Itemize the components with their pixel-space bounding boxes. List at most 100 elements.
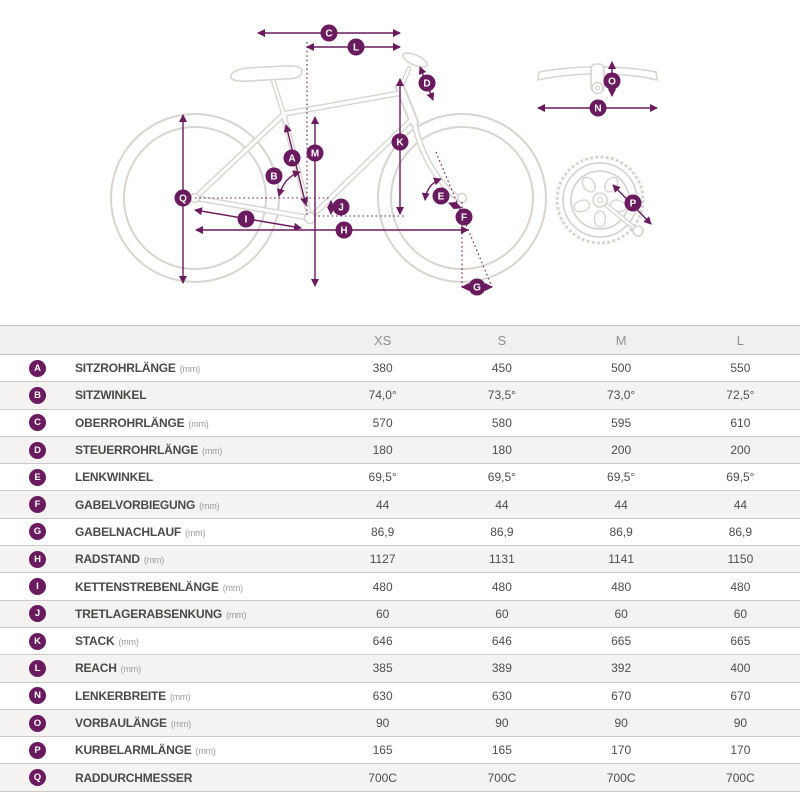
svg-text:F: F	[461, 213, 467, 224]
table-row: B SITZWINKEL 74,0° 73,5° 73,0° 72,5°	[0, 382, 800, 410]
table-row: D STEUERROHRLÄNGE (mm) 180 180 200 200	[0, 436, 800, 465]
row-value: 595	[611, 415, 632, 430]
row-value: 86,9	[609, 524, 633, 539]
svg-text:P: P	[630, 199, 637, 210]
table-row: F GABELVORBIEGUNG (mm) 44 44 44 44	[0, 491, 800, 519]
svg-text:C: C	[325, 29, 332, 40]
row-badge: I	[29, 578, 46, 596]
svg-text:D: D	[423, 79, 430, 90]
row-value: 170	[730, 743, 751, 758]
row-value: 165	[372, 743, 393, 758]
row-value: 400	[730, 661, 751, 676]
row-label: REACH	[75, 661, 117, 676]
row-label: RADDURCHMESSER	[75, 770, 193, 785]
svg-text:I: I	[245, 215, 248, 226]
row-value: 670	[611, 688, 632, 703]
row-label: TRETLAGERABSENKUNG	[75, 606, 223, 621]
row-badge: D	[29, 441, 46, 459]
row-value: 74,0°	[368, 388, 397, 403]
row-value: 73,5°	[487, 388, 516, 403]
row-label: STACK	[75, 634, 115, 649]
svg-text:K: K	[396, 138, 404, 149]
table-body: A SITZROHRLÄNGE (mm) 380 450 500 550 B SI…	[0, 355, 800, 792]
row-badge: J	[29, 605, 46, 623]
measure-arc-e	[421, 177, 442, 201]
row-unit: (mm)	[169, 691, 191, 702]
row-value: 700C	[606, 770, 636, 785]
row-value: 86,9	[728, 524, 753, 539]
row-unit: (mm)	[195, 746, 216, 757]
row-badge: G	[29, 523, 46, 541]
diagram-badge-i: I	[237, 210, 255, 228]
svg-text:B: B	[270, 172, 277, 183]
crank-spindle	[592, 192, 608, 208]
row-badge: O	[29, 714, 46, 732]
diagram-badge-k: K	[391, 133, 409, 151]
row-unit: (mm)	[170, 719, 192, 729]
row-value: 1141	[608, 552, 635, 567]
row-value: 180	[372, 443, 393, 458]
column-header-m: M	[615, 332, 627, 348]
row-value: 380	[372, 361, 393, 376]
measure-line-f	[448, 201, 462, 210]
row-unit: (mm)	[179, 364, 200, 375]
row-value: 1127	[369, 552, 396, 567]
row-value: 90	[495, 716, 509, 730]
svg-text:O: O	[608, 77, 616, 88]
row-value: 570	[372, 415, 393, 430]
table-row: J TRETLAGERABSENKUNG (mm) 60 60 60 60	[0, 600, 800, 628]
row-value: 90	[614, 716, 628, 730]
row-value: 665	[611, 634, 632, 649]
diagram-badge-a: A	[283, 149, 301, 167]
svg-text:L: L	[353, 43, 359, 54]
row-value: 480	[491, 579, 512, 594]
row-value: 180	[491, 443, 512, 458]
diagram-badge-q: Q	[174, 189, 192, 207]
bike-geometry-diagram: A B C D E F G H I J K L M N O P Q	[110, 24, 658, 296]
row-unit: (mm)	[120, 664, 141, 675]
row-label: SITZWINKEL	[75, 388, 147, 403]
row-unit: (mm)	[185, 527, 206, 538]
row-value: 450	[491, 361, 512, 376]
table-header-row: XS S M L	[0, 325, 800, 355]
handlebar-grip	[402, 52, 428, 68]
row-unit: (mm)	[226, 609, 247, 620]
row-value: 44	[375, 497, 390, 512]
bike-frame	[189, 66, 468, 225]
row-badge: A	[29, 359, 46, 377]
row-label: VORBAULÄNGE	[75, 716, 167, 730]
row-value: 69,5°	[368, 470, 397, 485]
row-unit: (mm)	[188, 418, 209, 429]
diagram-badges: A B C D E F G H I J K L M N O P Q	[174, 24, 642, 296]
row-value: 90	[375, 716, 390, 730]
row-value: 200	[730, 443, 751, 458]
row-value: 700C	[487, 770, 517, 785]
diagram-badge-g: G	[468, 278, 486, 296]
row-value: 630	[372, 688, 393, 703]
row-value: 392	[611, 661, 632, 676]
svg-text:A: A	[288, 154, 295, 165]
saddle	[230, 65, 303, 82]
row-badge: E	[29, 468, 46, 486]
table-row: L REACH (mm) 385 389 392 400	[0, 655, 800, 683]
row-value: 480	[730, 579, 751, 594]
front-axle	[456, 192, 468, 204]
row-value: 580	[491, 415, 512, 430]
table-row: E LENKWINKEL 69,5° 69,5° 69,5° 69,5°	[0, 464, 800, 492]
row-value: 550	[730, 361, 751, 376]
row-unit: (mm)	[222, 582, 243, 593]
row-value: 44	[614, 497, 628, 512]
diagram-badge-h: H	[335, 221, 353, 239]
row-label: SITZROHRLÄNGE	[75, 361, 176, 376]
row-badge: F	[29, 496, 46, 514]
row-badge: P	[29, 741, 46, 759]
diagram-badge-e: E	[432, 187, 450, 205]
svg-text:H: H	[340, 226, 347, 237]
row-value: 170	[611, 743, 632, 758]
row-label: GABELVORBIEGUNG	[75, 497, 196, 512]
diagram-badge-m: M	[306, 144, 324, 162]
svg-text:Q: Q	[179, 194, 187, 205]
column-header-xs: XS	[373, 332, 392, 348]
row-value: 60	[614, 606, 628, 621]
